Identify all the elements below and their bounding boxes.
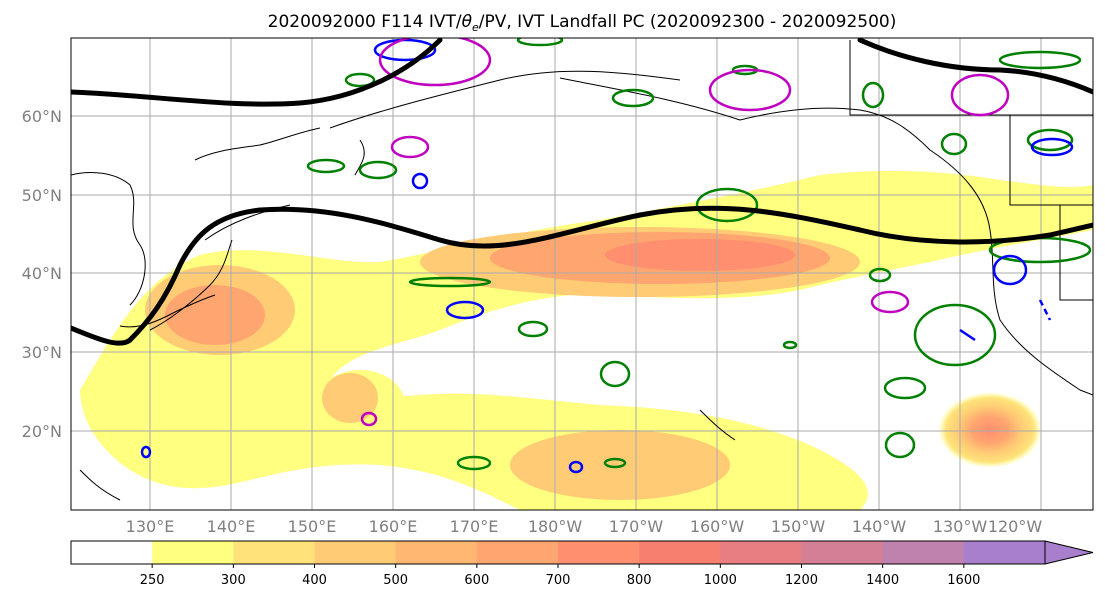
lon-label: 150°W	[771, 517, 826, 536]
colorbar-swatch	[71, 541, 153, 564]
colorbar-tick-label: 500	[383, 573, 408, 588]
colorbar-tick-label: 700	[546, 573, 571, 588]
colorbar-swatch	[963, 541, 1046, 564]
lon-label: 130°E	[126, 517, 175, 536]
latitude-labels: 60°N 50°N 40°N 30°N 20°N	[22, 107, 62, 441]
lat-label: 40°N	[22, 264, 62, 283]
colorbar-swatch	[395, 541, 478, 564]
pv-positive-contours	[360, 38, 1010, 427]
graticule	[71, 38, 1093, 510]
colorbar-tick-label: 600	[464, 573, 489, 588]
coastlines	[71, 40, 1093, 501]
colorbar-swatch	[152, 541, 234, 564]
colorbar-tick-label: 1000	[704, 573, 737, 588]
ivt-shading	[80, 170, 1093, 510]
colorbar-tick-label: 1200	[785, 573, 818, 588]
lat-label: 60°N	[22, 107, 62, 126]
map-panel	[70, 37, 1094, 511]
lon-label: 160°E	[369, 517, 418, 536]
colorbar-swatch	[476, 541, 559, 564]
colorbar-swatch	[558, 541, 640, 564]
lon-label: 170°W	[609, 517, 664, 536]
longitude-labels: 130°E 140°E 150°E 160°E 170°E 180°W 170°…	[126, 517, 1043, 536]
ivt-600-contour	[605, 239, 795, 271]
colorbar-extension	[1044, 540, 1094, 565]
colorbar-swatch	[882, 541, 965, 564]
colorbar-swatch	[801, 541, 884, 564]
lat-label: 50°N	[22, 186, 62, 205]
colorbar-tick-label: 250	[140, 573, 165, 588]
lon-label: 150°E	[288, 517, 337, 536]
jet-axis-line	[71, 38, 1093, 346]
colorbar-swatch	[720, 541, 802, 564]
lat-label: 20°N	[22, 422, 62, 441]
colorbar-tick-label: 800	[627, 573, 652, 588]
colorbar-tick-label: 1400	[866, 573, 899, 588]
lon-label: 130°W	[933, 517, 988, 536]
ivt-300-contour	[322, 373, 378, 423]
lon-label: 140°E	[207, 517, 256, 536]
lon-label: 160°W	[690, 517, 745, 536]
colorbar-tick-label: 300	[221, 573, 246, 588]
colorbar: 250 300 400 500 600 700 800 1000 1200 1400 1600	[70, 540, 1094, 588]
lon-label: 170°E	[450, 517, 499, 536]
colorbar-swatch	[314, 541, 397, 564]
map-frame	[70, 37, 1094, 511]
colorbar-tick-label: 1600	[947, 573, 980, 588]
lon-label: 140°W	[852, 517, 907, 536]
lon-label: 120°W	[988, 517, 1043, 536]
ivt-hotspot	[938, 392, 1042, 468]
colorbar-tick-label: 400	[302, 573, 327, 588]
colorbar-swatch	[233, 541, 315, 564]
ivt-300-contour	[510, 430, 730, 500]
ivt-400-contour	[165, 285, 265, 345]
lat-label: 30°N	[22, 343, 62, 362]
theta-e-contours	[306, 38, 1092, 471]
colorbar-swatch	[639, 541, 721, 564]
chart-title: 2020092000 F114 IVT/θe/PV, IVT Landfall …	[268, 12, 897, 34]
lon-label: 180°W	[528, 517, 583, 536]
